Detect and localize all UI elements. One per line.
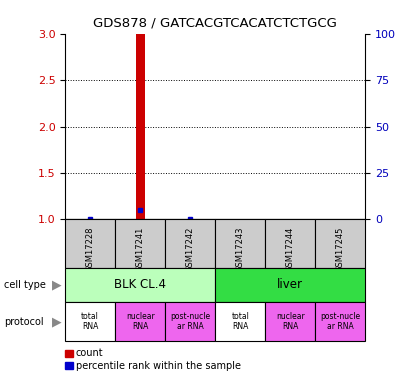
Text: GSM17243: GSM17243 — [236, 226, 245, 272]
Text: GSM17245: GSM17245 — [336, 226, 345, 272]
Text: ▶: ▶ — [52, 315, 61, 328]
Bar — [65, 219, 115, 268]
Text: count: count — [76, 348, 103, 358]
Bar — [265, 302, 315, 341]
Bar — [265, 219, 315, 268]
Text: GSM17244: GSM17244 — [286, 226, 295, 272]
Text: total
RNA: total RNA — [81, 312, 99, 331]
Bar — [165, 219, 215, 268]
Bar — [115, 219, 165, 268]
Text: nuclear
RNA: nuclear RNA — [126, 312, 155, 331]
Text: protocol: protocol — [4, 316, 44, 327]
Text: liver: liver — [277, 279, 303, 291]
Bar — [136, 34, 144, 219]
Bar — [65, 302, 115, 341]
Text: total
RNA: total RNA — [231, 312, 249, 331]
Bar — [165, 302, 215, 341]
Title: GDS878 / GATCACGTCACATCTCTGCG: GDS878 / GATCACGTCACATCTCTGCG — [93, 17, 337, 30]
Bar — [65, 268, 215, 302]
Text: post-nucle
ar RNA: post-nucle ar RNA — [170, 312, 210, 331]
Text: post-nucle
ar RNA: post-nucle ar RNA — [320, 312, 360, 331]
Bar — [215, 302, 265, 341]
Text: BLK CL.4: BLK CL.4 — [114, 279, 166, 291]
Text: ▶: ▶ — [52, 279, 61, 291]
Bar — [315, 219, 365, 268]
Text: nuclear
RNA: nuclear RNA — [276, 312, 304, 331]
Text: GSM17241: GSM17241 — [136, 226, 144, 272]
Text: percentile rank within the sample: percentile rank within the sample — [76, 361, 241, 370]
Bar — [115, 302, 165, 341]
Bar — [215, 268, 365, 302]
Bar — [215, 219, 265, 268]
Bar — [315, 302, 365, 341]
Text: GSM17228: GSM17228 — [86, 226, 94, 272]
Text: GSM17242: GSM17242 — [186, 226, 195, 272]
Text: cell type: cell type — [4, 280, 46, 290]
